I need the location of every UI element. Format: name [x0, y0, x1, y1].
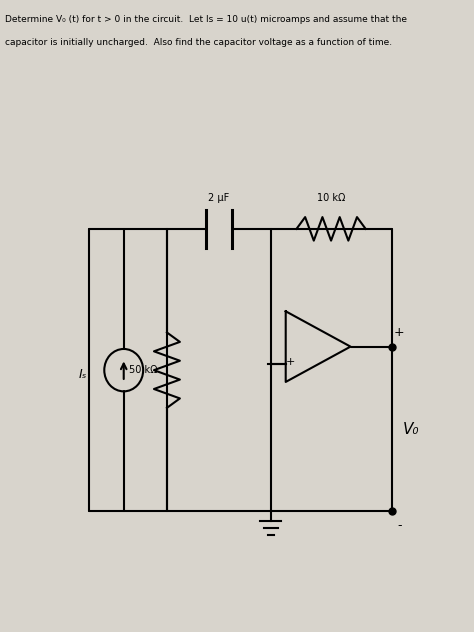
- Text: +: +: [394, 326, 405, 339]
- Text: capacitor is initially uncharged.  Also find the capacitor voltage as a function: capacitor is initially uncharged. Also f…: [5, 38, 392, 47]
- Text: Iₛ: Iₛ: [79, 368, 87, 381]
- Text: +: +: [286, 357, 296, 367]
- Text: Determine V₀ (t) for t > 0 in the circuit.  Let Is = 10 u(t) microamps and assum: Determine V₀ (t) for t > 0 in the circui…: [5, 15, 407, 23]
- Text: 10 kΩ: 10 kΩ: [317, 193, 345, 203]
- Text: V₀: V₀: [402, 422, 419, 437]
- Text: 50 kΩ: 50 kΩ: [129, 365, 157, 375]
- Text: 2 μF: 2 μF: [208, 193, 229, 203]
- Text: -: -: [397, 519, 401, 532]
